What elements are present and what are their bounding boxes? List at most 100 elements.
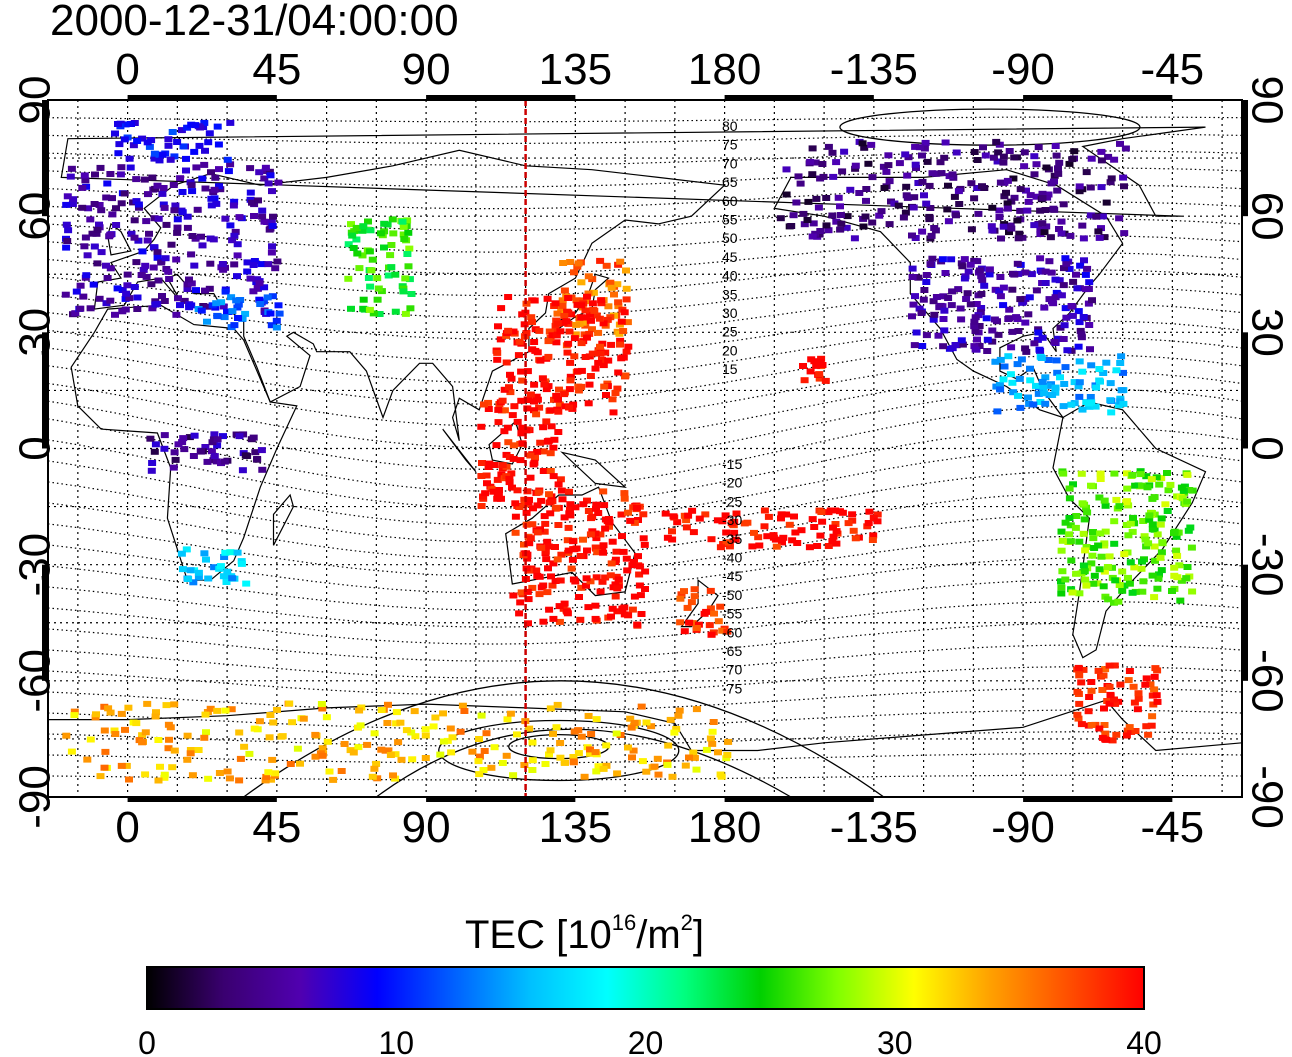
tec-cell — [577, 314, 586, 321]
lon-tick-label-bottom: 180 — [688, 803, 761, 852]
tec-cell — [1111, 700, 1120, 707]
tec-cell — [165, 276, 174, 282]
tec-cell — [373, 296, 382, 303]
tec-cell — [359, 223, 368, 230]
tec-cell — [1148, 526, 1157, 533]
tec-cell — [1015, 230, 1024, 237]
frame-tick-bar — [724, 797, 874, 802]
tec-cell — [908, 265, 917, 272]
tec-cell — [1183, 564, 1192, 570]
tec-cell — [1058, 537, 1067, 544]
tec-cell — [978, 277, 987, 284]
tec-cell — [650, 763, 659, 770]
tec-cell — [192, 164, 201, 171]
tec-cell — [555, 401, 564, 408]
tec-cell — [636, 592, 645, 599]
tec-cell — [599, 320, 608, 327]
tec-cell — [790, 513, 798, 520]
tec-cell — [1101, 730, 1110, 737]
tec-cell — [584, 713, 593, 719]
tec-cell — [1105, 662, 1114, 669]
tec-cell — [862, 197, 870, 204]
tec-cell — [564, 547, 573, 554]
tec-cell — [544, 543, 553, 550]
tec-cell — [408, 756, 417, 763]
tec-cell — [111, 731, 120, 737]
tec-cell — [970, 323, 979, 330]
tec-cell — [637, 611, 646, 617]
tec-cell — [680, 588, 688, 595]
tec-cell — [518, 440, 527, 447]
tec-cell — [210, 186, 219, 193]
tec-cell — [530, 407, 538, 414]
tec-cell — [939, 293, 948, 300]
tec-cell — [479, 493, 487, 500]
tec-cell — [231, 228, 240, 235]
tec-cell — [1078, 406, 1087, 413]
contour-label: -50 — [722, 587, 742, 603]
tec-cell — [668, 528, 676, 535]
tec-cell — [118, 308, 127, 315]
tec-cell — [1076, 327, 1085, 334]
tec-cell — [1087, 155, 1096, 162]
tec-cell — [275, 310, 284, 317]
tec-cell — [202, 729, 210, 736]
tec-cell — [147, 467, 156, 474]
tec-cell — [494, 323, 502, 330]
colorbar-tick-label: 10 — [378, 1025, 414, 1057]
tec-cell — [685, 619, 694, 626]
tec-cell — [1100, 497, 1109, 504]
tec-cell — [868, 219, 877, 226]
tec-cell — [1000, 193, 1009, 200]
tec-cell — [182, 167, 190, 174]
tec-cell — [829, 524, 837, 531]
tec-cell — [545, 606, 554, 613]
tec-cell — [535, 404, 544, 411]
tec-cell — [972, 301, 981, 307]
tec-cell — [376, 230, 385, 237]
tec-cell — [293, 745, 302, 752]
tec-cell — [534, 489, 543, 496]
tec-cell — [690, 754, 699, 761]
tec-cell — [1142, 473, 1151, 480]
tec-cell — [555, 386, 563, 393]
tec-cell — [565, 488, 573, 495]
tec-cell — [1014, 328, 1023, 334]
tec-cell — [1092, 384, 1101, 391]
tec-cell — [176, 302, 184, 309]
tec-cell — [528, 767, 537, 773]
tec-cell — [102, 262, 110, 269]
tec-cell — [215, 183, 223, 190]
tec-cell — [221, 549, 230, 556]
tec-cell — [1059, 403, 1068, 410]
tec-cell — [148, 305, 157, 312]
tec-cell — [66, 173, 75, 180]
tec-cell — [1142, 675, 1151, 682]
tec-cell — [226, 119, 235, 126]
tec-cell — [1103, 564, 1112, 570]
tec-cell — [508, 412, 517, 419]
tec-cell — [183, 286, 192, 292]
tec-cell — [541, 378, 550, 385]
tec-cell — [265, 226, 274, 233]
tec-cell — [1050, 339, 1059, 345]
tec-cell — [1145, 516, 1154, 523]
tec-cell — [523, 488, 532, 495]
tec-cell — [274, 179, 283, 186]
tec-cell — [185, 276, 193, 283]
tec-cell — [818, 518, 827, 525]
tec-cell — [552, 392, 561, 399]
tec-cell — [821, 377, 830, 384]
tec-cell — [224, 168, 233, 175]
tec-cell — [477, 503, 486, 509]
tec-cell — [873, 518, 882, 525]
tec-cell — [1151, 557, 1159, 564]
tec-cell — [240, 743, 249, 750]
tec-cell — [627, 724, 636, 731]
tec-cell — [533, 572, 542, 579]
tec-cell — [89, 281, 98, 288]
tec-cell — [1040, 229, 1049, 236]
tec-cell — [188, 772, 197, 779]
tec-cell — [1006, 371, 1015, 378]
tec-cell — [76, 305, 85, 312]
